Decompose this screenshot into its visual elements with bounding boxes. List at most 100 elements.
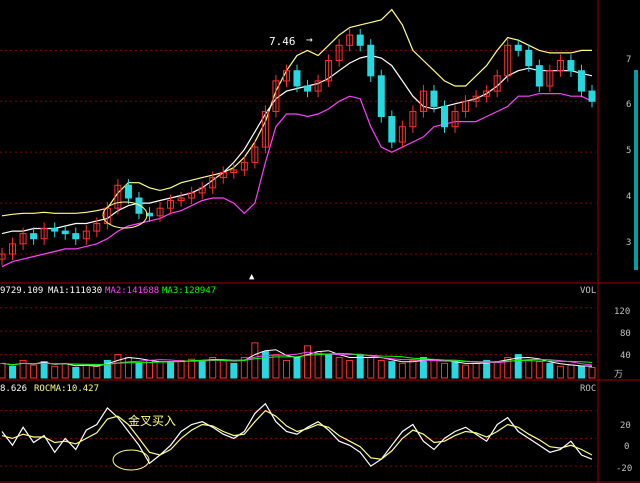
candle-body	[325, 60, 333, 82]
price-band-lower	[1, 93, 593, 268]
candle-body	[293, 70, 301, 87]
candle-body	[19, 233, 27, 245]
volume-tick-40: 40	[620, 351, 631, 361]
right-edge-strip	[634, 70, 638, 270]
volume-bar	[9, 365, 17, 379]
volume-bar	[30, 364, 38, 379]
roc-tick-0: 0	[624, 442, 630, 452]
roc-panel-name: ROC	[580, 384, 597, 394]
candle-body	[335, 44, 343, 62]
candle-body	[72, 233, 80, 240]
volume-bar	[40, 361, 48, 379]
candle-body	[367, 44, 375, 77]
roc-highlight-circle	[112, 449, 150, 471]
volume-bar	[409, 359, 417, 379]
volume-bar	[0, 362, 6, 379]
volume-bar	[240, 357, 248, 379]
candle-body	[114, 184, 122, 209]
candle-body	[472, 95, 480, 102]
price-panel	[0, 8, 596, 268]
candle-body	[177, 197, 185, 202]
volume-bar	[419, 357, 427, 379]
candle-body	[304, 85, 312, 92]
candle-body	[409, 110, 417, 128]
volume-unit: 万	[614, 370, 624, 380]
candle-body	[556, 60, 564, 72]
volume-bar	[251, 342, 259, 379]
volume-value: 9729.109	[0, 286, 44, 296]
candle-body	[124, 184, 132, 199]
volume-bar	[504, 357, 512, 379]
volume-ma3: MA3:128947	[162, 286, 217, 296]
roc-value: 8.626	[0, 384, 28, 394]
volume-bar	[19, 359, 27, 379]
price-tick-4: 4	[626, 192, 632, 202]
candle-body	[314, 80, 322, 92]
volume-bar	[72, 366, 80, 379]
price-highlight-circle	[102, 201, 148, 229]
candle-body	[167, 200, 175, 209]
volume-bar	[325, 354, 333, 379]
volume-bar	[198, 361, 206, 379]
volume-bar	[462, 364, 470, 379]
candle-body	[240, 161, 248, 171]
candle-body	[82, 230, 90, 240]
candle-body	[535, 65, 543, 87]
volume-bar	[135, 362, 143, 379]
volume-bar	[346, 359, 354, 379]
candle-body	[493, 75, 501, 92]
candle-body	[588, 90, 596, 102]
roc-line-rocma	[1, 409, 593, 460]
candle-body	[61, 230, 69, 235]
candle-body	[346, 34, 354, 46]
price-tick-6: 6	[626, 100, 632, 110]
volume-bar	[398, 362, 406, 379]
volume-bar	[577, 365, 585, 379]
volume-ma2: MA2:141688	[105, 286, 160, 296]
volume-bar	[51, 365, 59, 379]
volume-bar	[441, 362, 448, 379]
candle-body	[504, 44, 512, 77]
price-band-upper	[1, 8, 592, 217]
roc-line-roc	[1, 402, 593, 467]
candle-body	[188, 192, 196, 199]
golden-cross-annotation: 金叉买入	[128, 414, 177, 428]
price-high-annotation: 7.46	[269, 35, 296, 48]
candle-body	[483, 90, 491, 97]
volume-bar	[282, 359, 290, 379]
volume-tick-80: 80	[620, 329, 631, 339]
candle-body	[0, 253, 6, 260]
candle-body	[93, 222, 101, 232]
price-tick-5: 5	[626, 146, 632, 156]
candle-body	[261, 110, 269, 148]
candle-body	[103, 207, 111, 224]
candle-body	[156, 207, 164, 217]
price-tick-7: 7	[626, 55, 632, 65]
candle-body	[577, 70, 585, 92]
volume-bar	[167, 362, 175, 379]
roc-ma-value: ROCMA:10.427	[34, 384, 100, 394]
candle-body	[282, 70, 290, 82]
volume-panel	[0, 342, 596, 379]
volume-bar	[451, 361, 459, 379]
candle-body	[398, 126, 406, 143]
candle-body	[430, 90, 438, 107]
volume-bar	[188, 358, 196, 379]
volume-bar	[483, 359, 491, 379]
volume-bar	[304, 345, 312, 379]
candle-body	[451, 110, 459, 128]
volume-ma2-line	[1, 351, 593, 366]
volume-bar	[335, 357, 343, 379]
roc-tick-minus-20: -20	[616, 464, 633, 474]
volume-bar	[535, 361, 543, 379]
volume-bar	[177, 359, 185, 379]
candle-body	[51, 228, 59, 232]
volume-bar	[103, 359, 111, 379]
volume-bar	[377, 359, 385, 379]
candle-body	[209, 177, 217, 189]
volume-ma1: MA1:111030	[48, 286, 103, 296]
volume-bar	[293, 357, 301, 379]
candle-body	[525, 49, 533, 67]
volume-bar	[556, 365, 564, 379]
